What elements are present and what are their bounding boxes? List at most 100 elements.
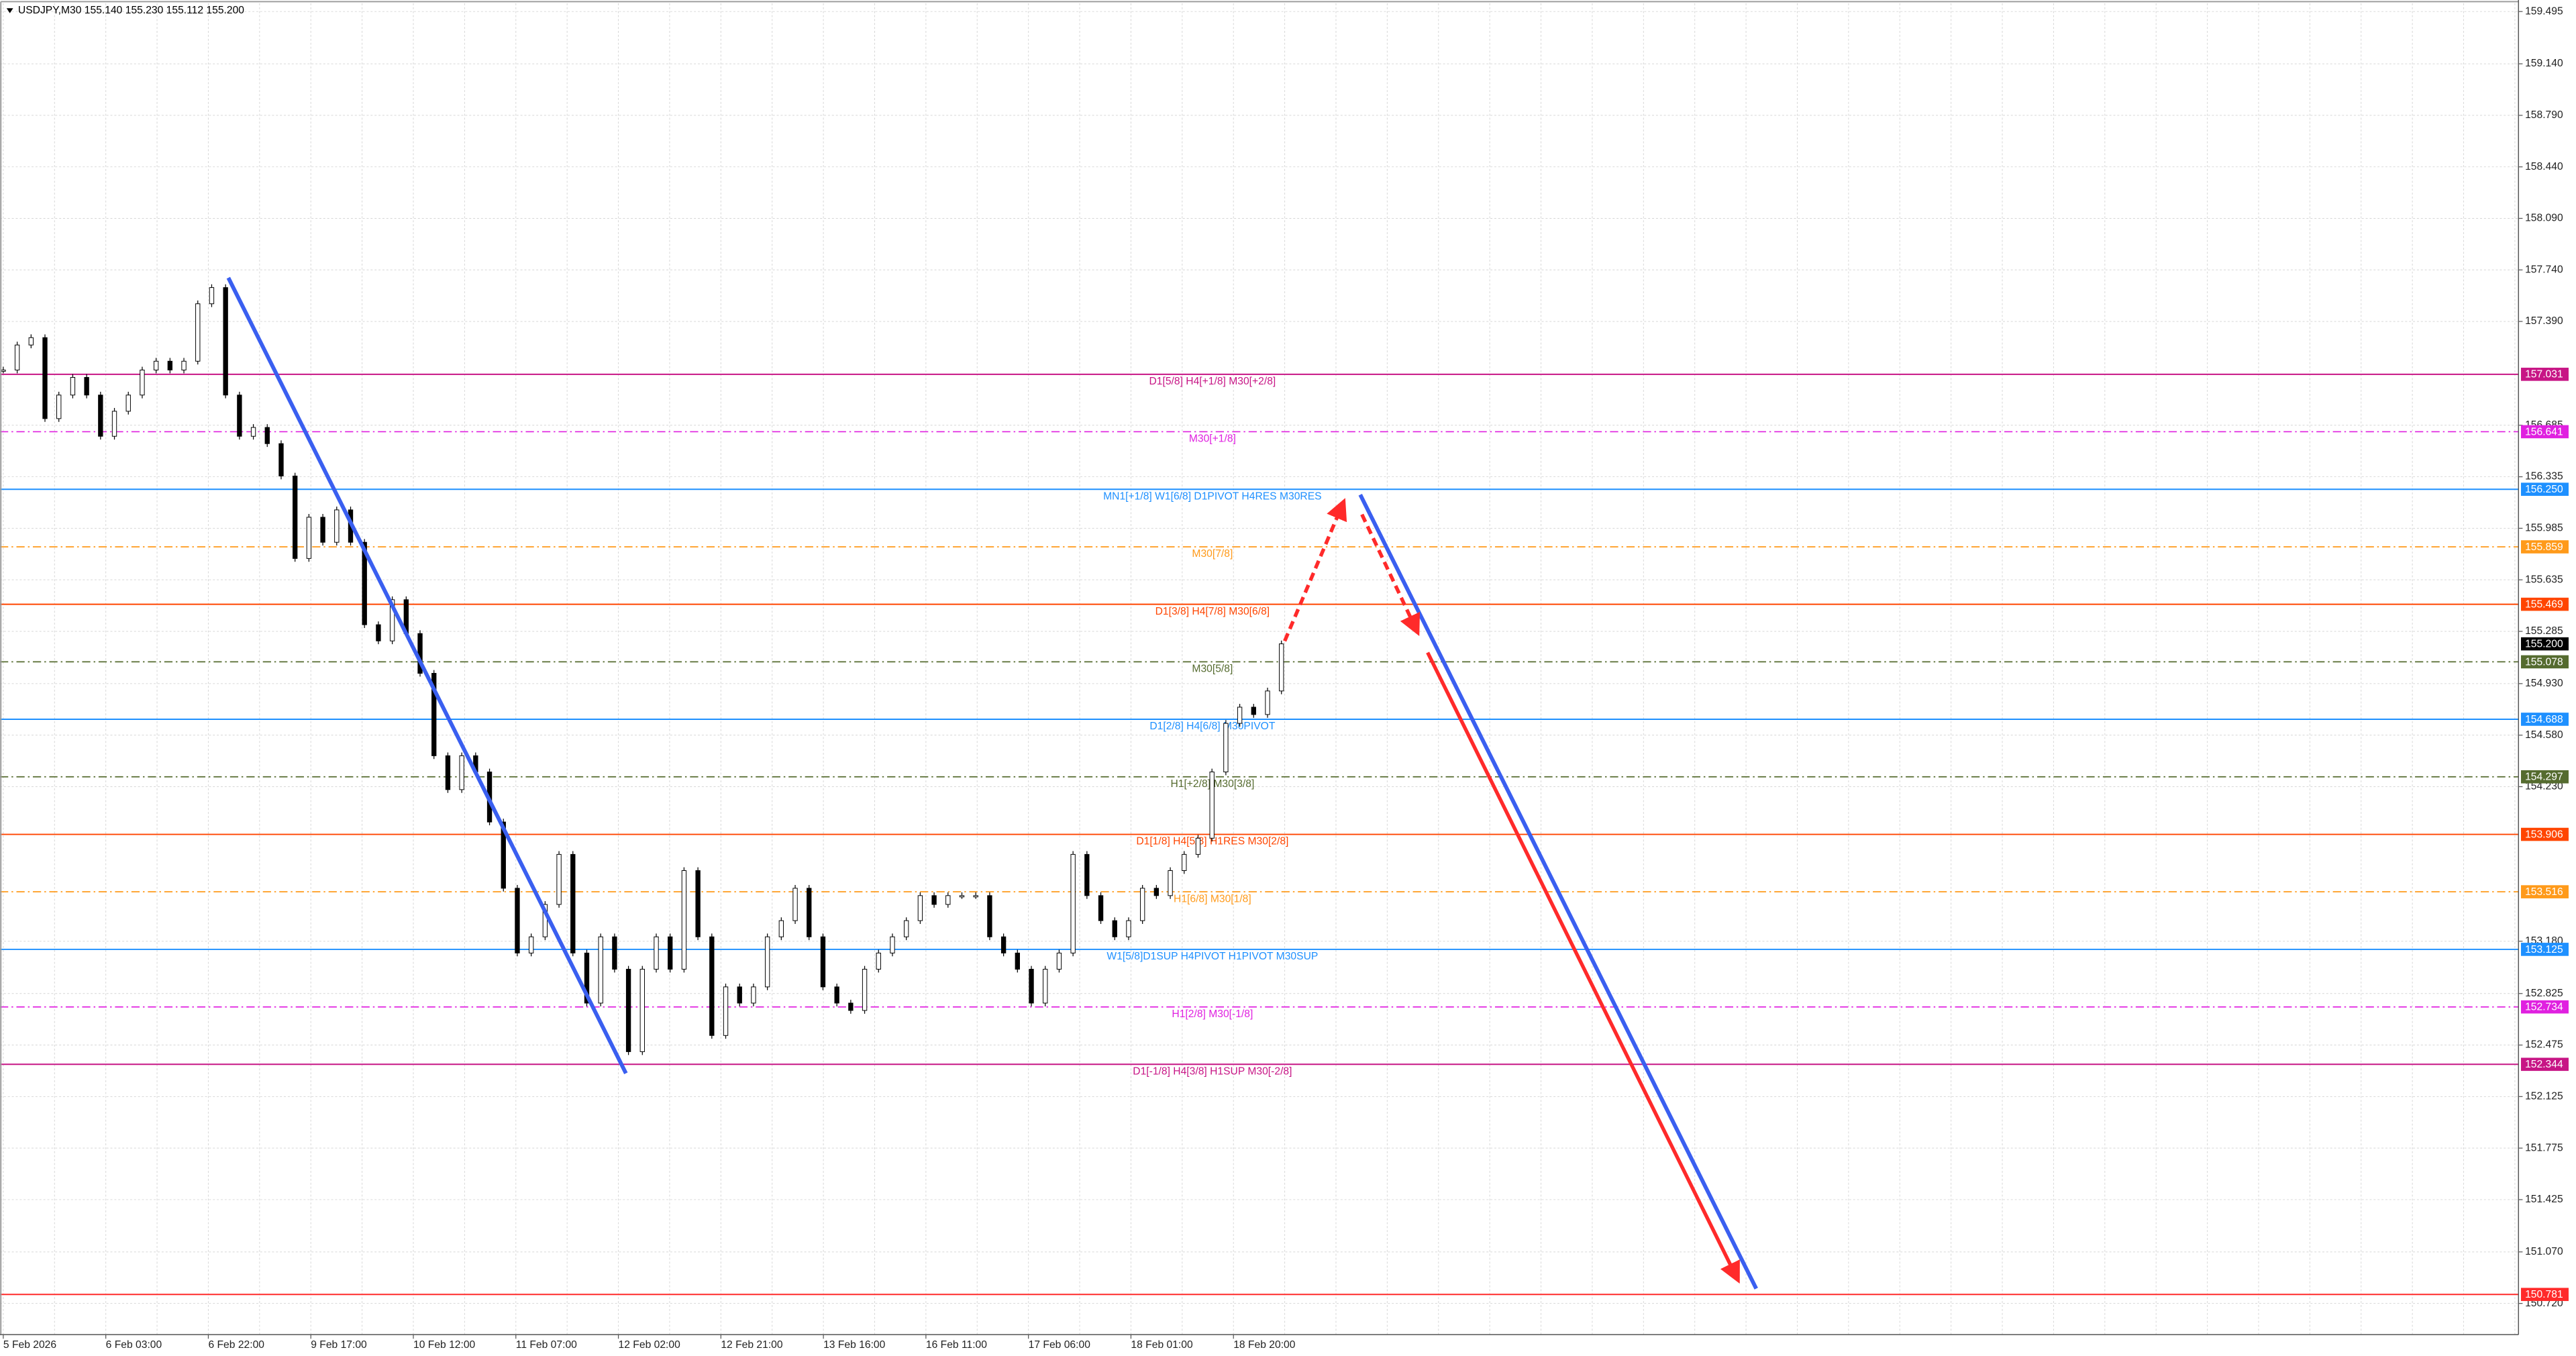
candle-body	[973, 895, 978, 898]
price-tag-label: 155.469	[2525, 598, 2563, 610]
candle-body	[250, 427, 256, 437]
y-tick-label: 158.440	[2525, 161, 2563, 172]
x-tick-label: 12 Feb 02:00	[619, 1339, 681, 1351]
candle-body	[807, 888, 812, 937]
price-tag-label: 155.200	[2525, 638, 2563, 649]
chart-title: USDJPY,M30 155.140 155.230 155.112 155.2…	[18, 5, 244, 16]
candle-body	[445, 755, 451, 790]
y-tick-label: 151.425	[2525, 1194, 2563, 1205]
candle-body	[625, 969, 631, 1052]
price-tag-label: 155.078	[2525, 656, 2563, 668]
candle-body	[1195, 837, 1201, 855]
candle-body	[306, 517, 312, 559]
price-tag-label: 157.031	[2525, 369, 2563, 380]
x-tick-label: 6 Feb 03:00	[106, 1339, 162, 1351]
level-label: M30[+1/8]	[1189, 433, 1236, 445]
price-tag	[2520, 943, 2569, 956]
y-tick-label: 154.230	[2525, 781, 2563, 792]
candle-body	[167, 360, 173, 370]
candle-body	[334, 509, 340, 543]
trend-lines	[226, 276, 1758, 1290]
candle-body	[654, 936, 659, 970]
forecast-arrow	[1426, 651, 1740, 1284]
candle-body	[1223, 723, 1229, 773]
candle-body	[709, 936, 715, 1036]
level-label: H1[6/8] M30[1/8]	[1174, 893, 1251, 904]
level-label: M30[7/8]	[1192, 548, 1233, 560]
candle-body	[501, 821, 506, 889]
price-tag	[2520, 655, 2569, 669]
y-tick-label: 151.070	[2525, 1246, 2563, 1257]
candle-body	[528, 936, 534, 953]
candle-body	[56, 395, 62, 419]
candle-body	[376, 624, 381, 641]
candle-body	[1237, 707, 1243, 724]
candle-body	[181, 360, 187, 370]
candle-body	[612, 936, 617, 970]
price-tag-label: 154.297	[2525, 772, 2563, 783]
candle-body	[917, 895, 923, 921]
x-tick-label: 17 Feb 06:00	[1029, 1339, 1091, 1351]
price-tag-label: 152.344	[2525, 1059, 2563, 1070]
y-tick-label: 158.790	[2525, 109, 2563, 121]
axes: 159.495 159.140 158.790 158.440 158.090 157.7…	[3, 5, 2569, 1351]
price-tag	[2520, 770, 2569, 784]
y-tick-label: 155.985	[2525, 523, 2563, 534]
price-tag	[2520, 425, 2569, 439]
candle-body	[1029, 969, 1034, 1004]
candle-body	[111, 411, 117, 437]
price-tag-label: 156.250	[2525, 484, 2563, 495]
level-label: H1[2/8] M30[-1/8]	[1172, 1008, 1253, 1020]
forecast-arrow	[1283, 498, 1347, 642]
level-label: M30[5/8]	[1192, 664, 1233, 675]
price-tag-label: 156.641	[2525, 426, 2563, 437]
level-label: D1[1/8] H4[5/8] H1RES M30[2/8]	[1136, 836, 1288, 847]
price-tag-label: 152.734	[2525, 1002, 2563, 1013]
candle-body	[1, 369, 6, 372]
candle-body	[834, 986, 839, 1004]
y-tick-label: 159.495	[2525, 5, 2563, 17]
y-tick-label: 154.930	[2525, 678, 2563, 689]
symbol-marker	[6, 8, 13, 13]
candle-body	[848, 1002, 854, 1011]
x-tick-label: 9 Feb 17:00	[311, 1339, 367, 1351]
y-tick-label: 156.335	[2525, 471, 2563, 482]
level-label: MN1[+1/8] W1[6/8] D1PIVOT H4RES M30RES	[1103, 490, 1321, 502]
candle-body	[320, 517, 325, 543]
candle-body	[890, 936, 895, 953]
candle-body	[723, 986, 729, 1036]
price-tag	[2520, 597, 2569, 611]
price-tag-label: 153.125	[2525, 944, 2563, 955]
candle-body	[542, 904, 548, 937]
x-tick-label: 5 Feb 2026	[3, 1339, 56, 1351]
price-tag-label: 154.688	[2525, 714, 2563, 725]
x-tick-label: 11 Feb 07:00	[516, 1339, 577, 1351]
price-tag	[2520, 482, 2569, 497]
candle-body	[1168, 870, 1173, 896]
x-tick-label: 6 Feb 22:00	[208, 1339, 264, 1351]
candle-body	[751, 986, 756, 1004]
candle-body	[459, 755, 464, 790]
candle-body	[1000, 936, 1007, 953]
x-tick-label: 12 Feb 21:00	[721, 1339, 783, 1351]
candle-body	[987, 895, 992, 937]
candle-body	[1182, 853, 1187, 872]
candle-body	[84, 376, 89, 396]
candle-body	[389, 599, 395, 641]
candle-body	[737, 986, 742, 1004]
candle-body	[125, 395, 131, 412]
candle-body	[1279, 643, 1284, 692]
candle-body	[209, 287, 215, 305]
y-tick-label: 157.740	[2525, 264, 2563, 275]
candle-body	[278, 443, 284, 476]
candle-body	[1126, 920, 1131, 937]
candle-body	[98, 395, 103, 437]
candle-body	[1153, 888, 1160, 896]
candle-body	[515, 888, 520, 953]
candle-body	[695, 870, 701, 937]
candles	[1, 284, 1284, 1055]
candle-body	[681, 870, 687, 970]
candle-body	[945, 895, 951, 905]
price-tag	[2520, 368, 2569, 381]
